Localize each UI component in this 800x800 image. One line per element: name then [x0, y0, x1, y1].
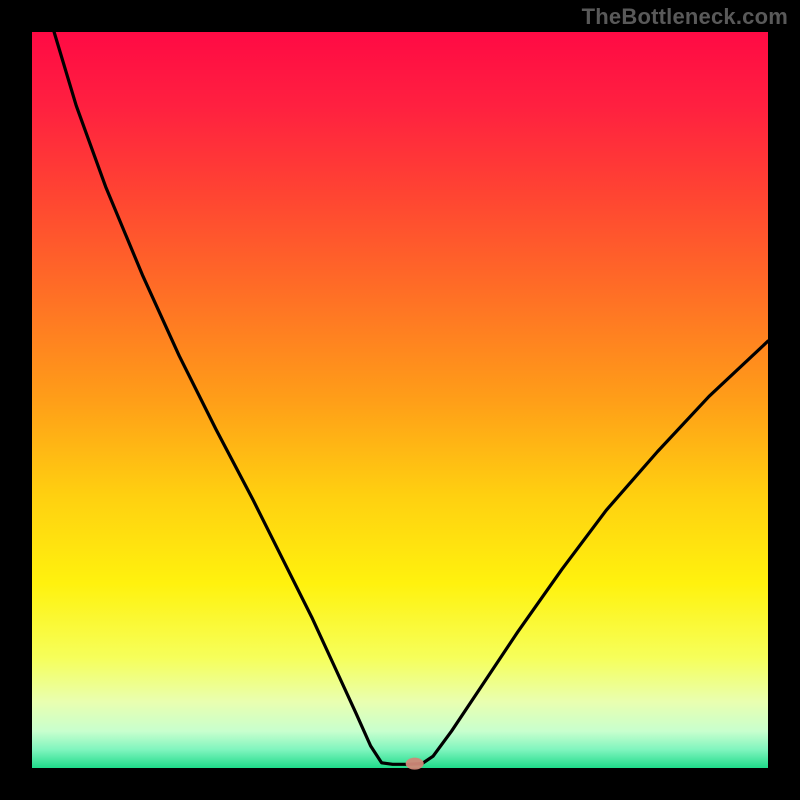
watermark-text: TheBottleneck.com: [582, 4, 788, 30]
plot-background: [32, 32, 768, 768]
bottleneck-chart: [0, 0, 800, 800]
chart-frame: TheBottleneck.com: [0, 0, 800, 800]
optimum-marker: [406, 758, 424, 770]
